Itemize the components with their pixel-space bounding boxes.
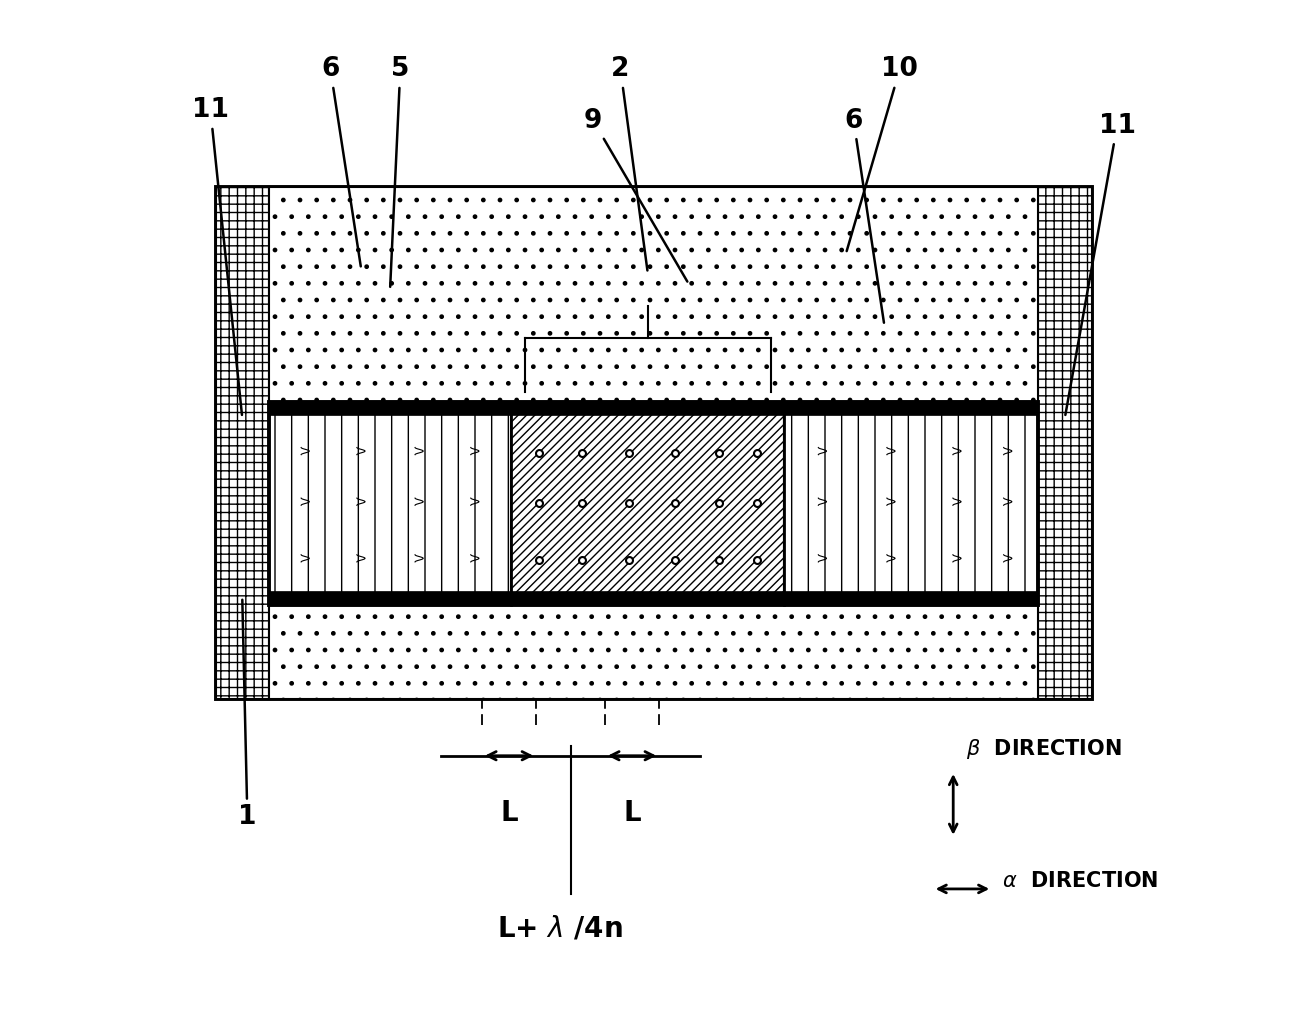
Bar <box>270 187 1038 403</box>
Text: 6: 6 <box>322 57 361 267</box>
Text: 9: 9 <box>585 107 687 281</box>
Text: 6: 6 <box>845 107 884 322</box>
Bar <box>270 605 1038 699</box>
Bar <box>512 403 784 605</box>
Text: L+ $\lambda$ /4n: L+ $\lambda$ /4n <box>497 915 624 942</box>
Text: 1: 1 <box>238 599 256 830</box>
Bar <box>216 187 270 699</box>
Text: 5: 5 <box>391 57 410 286</box>
Bar <box>270 591 1038 605</box>
Text: L: L <box>500 799 518 827</box>
Text: 11: 11 <box>191 98 242 415</box>
Text: L: L <box>624 799 641 827</box>
Text: 11: 11 <box>1065 112 1135 415</box>
Bar <box>270 403 1038 415</box>
Bar <box>216 187 1091 699</box>
Text: 10: 10 <box>846 57 918 251</box>
Bar <box>270 403 1038 605</box>
Text: $\alpha$  DIRECTION: $\alpha$ DIRECTION <box>1003 870 1159 891</box>
Text: 2: 2 <box>612 57 647 271</box>
Text: $\beta$  DIRECTION: $\beta$ DIRECTION <box>966 736 1121 761</box>
Bar <box>1038 187 1091 699</box>
Bar <box>784 403 1038 605</box>
Bar <box>270 403 1038 605</box>
Bar <box>270 403 512 605</box>
